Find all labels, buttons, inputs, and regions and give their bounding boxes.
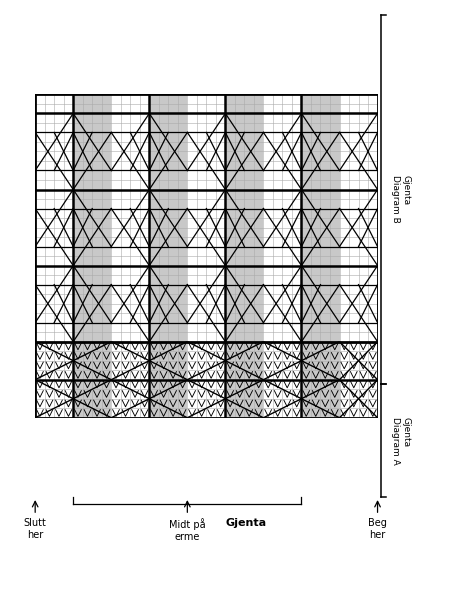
Bar xyxy=(64,95,73,418)
Bar xyxy=(83,95,92,418)
Bar xyxy=(178,95,187,418)
Bar xyxy=(187,95,197,418)
Text: Midt på
erme: Midt på erme xyxy=(169,518,205,541)
Text: Gjenta: Gjenta xyxy=(226,518,266,528)
Bar xyxy=(35,95,45,418)
Text: Beg
her: Beg her xyxy=(368,518,387,540)
Bar xyxy=(282,95,292,418)
Text: Gjenta
Diagram A: Gjenta Diagram A xyxy=(391,416,410,464)
Bar xyxy=(235,95,244,418)
Bar xyxy=(73,95,83,418)
Bar xyxy=(226,95,235,418)
Bar xyxy=(340,95,349,418)
Text: Gjenta
Diagram B: Gjenta Diagram B xyxy=(391,176,410,223)
Bar xyxy=(311,95,320,418)
Bar xyxy=(54,95,64,418)
Bar xyxy=(358,95,368,418)
Bar xyxy=(244,95,254,418)
Bar xyxy=(292,95,302,418)
Bar xyxy=(273,95,282,418)
Bar xyxy=(168,95,178,418)
Bar xyxy=(92,95,102,418)
Bar xyxy=(159,95,168,418)
Bar xyxy=(368,95,378,418)
Bar xyxy=(149,95,159,418)
Bar xyxy=(140,95,149,418)
Bar xyxy=(349,95,358,418)
Bar xyxy=(254,95,264,418)
Bar xyxy=(264,95,273,418)
Bar xyxy=(216,95,226,418)
Bar xyxy=(111,95,121,418)
Bar xyxy=(320,95,330,418)
Text: Slutt
her: Slutt her xyxy=(24,518,46,540)
Bar xyxy=(121,95,130,418)
Bar xyxy=(330,95,340,418)
Bar xyxy=(102,95,111,418)
Bar xyxy=(206,95,216,418)
Bar xyxy=(45,95,54,418)
Bar xyxy=(130,95,140,418)
Bar xyxy=(302,95,311,418)
Bar xyxy=(197,95,206,418)
